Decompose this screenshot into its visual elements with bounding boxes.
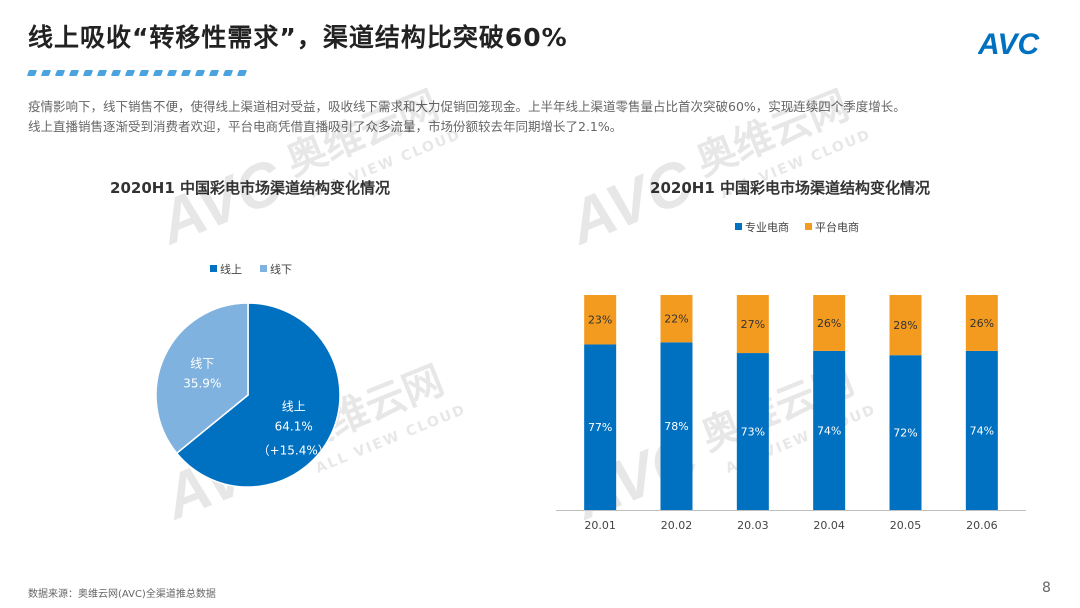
avc-logo: AVC: [978, 28, 1040, 60]
bar-20.04-平台电商: [813, 295, 846, 351]
pie-slice-note-0: （+15.4%）: [258, 444, 330, 458]
bar-legend-swatch-0: [735, 223, 742, 230]
pie-chart-title: 2020H1 中国彩电市场渠道结构变化情况: [110, 179, 390, 197]
bar-20.06-平台电商: [965, 295, 998, 351]
bar-label-20.05-1: 28%: [893, 319, 917, 332]
bar-20.05-平台电商: [889, 295, 922, 356]
bar-label-20.03-1: 27%: [741, 318, 765, 331]
x-tick-label-3: 20.04: [813, 519, 845, 532]
bar-label-20.01-0: 77%: [588, 421, 612, 434]
bar-label-20.03-0: 73%: [741, 426, 765, 439]
bar-20.02-专业电商: [660, 342, 693, 510]
pie-legend-label-1: 线下: [270, 262, 292, 276]
bar-20.01-平台电商: [584, 295, 617, 345]
bar-label-20.06-0: 74%: [970, 424, 994, 437]
pie-slice-0: [175, 302, 341, 488]
bar-chart-title: 2020H1 中国彩电市场渠道结构变化情况: [650, 179, 930, 197]
page-number: 8: [1042, 580, 1051, 596]
bar-label-20.02-1: 22%: [664, 313, 688, 326]
bar-20.03-专业电商: [736, 353, 769, 510]
bar-legend-label-0: 专业电商: [745, 220, 789, 234]
x-tick-label-5: 20.06: [966, 519, 998, 532]
description: 疫情影响下，线下销售不便，使得线上渠道相对受益，吸收线下需求和大力促销回笼现金。…: [28, 97, 1058, 137]
bar-label-20.01-1: 23%: [588, 314, 612, 327]
bar-legend-label-1: 平台电商: [815, 220, 859, 234]
bar-20.04-专业电商: [813, 350, 846, 510]
pie-legend: 线上 线下: [210, 262, 292, 276]
bar-20.02-平台电商: [660, 295, 693, 343]
bar-20.05-专业电商: [889, 355, 922, 510]
bar-label-20.05-0: 72%: [893, 427, 917, 440]
svg-text:AVC: AVC: [978, 28, 1040, 60]
x-tick-label-0: 20.01: [584, 519, 616, 532]
bar-legend: 专业电商 平台电商: [735, 220, 859, 234]
svg-text:AVC: AVC: [558, 146, 704, 258]
bar-label-20.04-0: 74%: [817, 424, 841, 437]
data-source-note: 数据来源：奥维云网(AVC)全渠道推总数据: [28, 589, 216, 600]
description-line-1: 疫情影响下，线下销售不便，使得线上渠道相对受益，吸收线下需求和大力促销回笼现金。…: [28, 99, 906, 114]
description-line-2: 线上直播销售逐渐受到消费者欢迎，平台电商凭借直播吸引了众多流量，市场份额较去年同…: [28, 119, 623, 134]
bar-label-20.06-1: 26%: [970, 317, 994, 330]
x-tick-label-1: 20.02: [661, 519, 693, 532]
bar-20.06-专业电商: [965, 350, 998, 510]
pie-slice-value-1: 35.9%: [183, 376, 221, 390]
bar-label-20.02-0: 78%: [664, 420, 688, 433]
svg-text:AVC: AVC: [148, 146, 294, 258]
bar-20.01-专业电商: [584, 344, 617, 510]
pie-slice-value-0: 64.1%: [275, 420, 313, 434]
page-title: 线上吸收“转移性需求”，渠道结构比突破60%: [28, 23, 568, 52]
x-tick-label-4: 20.05: [890, 519, 922, 532]
pie-slice-1: [155, 302, 249, 455]
pie-slice-name-1: 线下: [190, 356, 214, 370]
pie-legend-swatch-1: [260, 265, 267, 272]
bar-chart: 专业电商 平台电商 77% 23% 20.01 78% 22% 20.02 73% 27% 20.0…: [556, 220, 1026, 532]
bar-label-20.04-1: 26%: [817, 317, 841, 330]
bar-legend-swatch-1: [805, 223, 812, 230]
pie-slice-name-0: 线上: [282, 400, 306, 414]
bar-20.03-平台电商: [736, 295, 769, 354]
x-tick-label-2: 20.03: [737, 519, 769, 532]
pie-legend-swatch-0: [210, 265, 217, 272]
pie-legend-label-0: 线上: [220, 262, 242, 276]
